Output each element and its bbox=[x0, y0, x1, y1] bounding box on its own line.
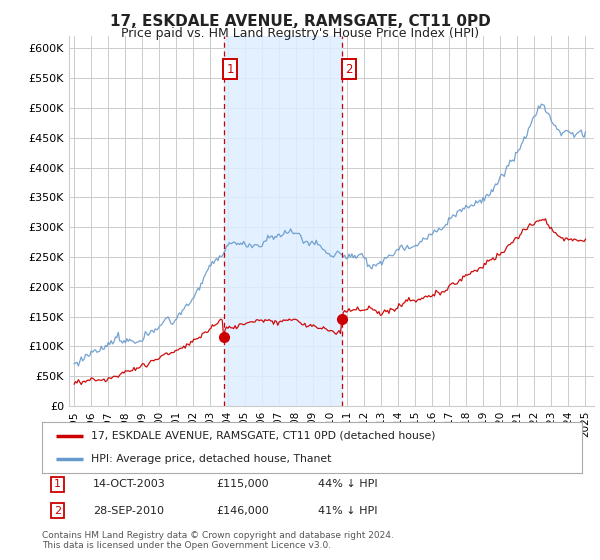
Text: 14-OCT-2003: 14-OCT-2003 bbox=[93, 479, 166, 489]
Text: 17, ESKDALE AVENUE, RAMSGATE, CT11 0PD (detached house): 17, ESKDALE AVENUE, RAMSGATE, CT11 0PD (… bbox=[91, 431, 435, 441]
Text: 2: 2 bbox=[345, 63, 352, 76]
Text: £146,000: £146,000 bbox=[216, 506, 269, 516]
Text: 28-SEP-2010: 28-SEP-2010 bbox=[93, 506, 164, 516]
Text: 2: 2 bbox=[54, 506, 61, 516]
Text: 1: 1 bbox=[54, 479, 61, 489]
Text: 1: 1 bbox=[226, 63, 234, 76]
Bar bbox=[224, 36, 343, 406]
Text: £115,000: £115,000 bbox=[216, 479, 269, 489]
Text: 17, ESKDALE AVENUE, RAMSGATE, CT11 0PD: 17, ESKDALE AVENUE, RAMSGATE, CT11 0PD bbox=[110, 14, 490, 29]
Text: 41% ↓ HPI: 41% ↓ HPI bbox=[318, 506, 377, 516]
Text: Price paid vs. HM Land Registry's House Price Index (HPI): Price paid vs. HM Land Registry's House … bbox=[121, 27, 479, 40]
Text: Contains HM Land Registry data © Crown copyright and database right 2024.
This d: Contains HM Land Registry data © Crown c… bbox=[42, 530, 394, 550]
Text: HPI: Average price, detached house, Thanet: HPI: Average price, detached house, Than… bbox=[91, 454, 331, 464]
Text: 44% ↓ HPI: 44% ↓ HPI bbox=[318, 479, 377, 489]
